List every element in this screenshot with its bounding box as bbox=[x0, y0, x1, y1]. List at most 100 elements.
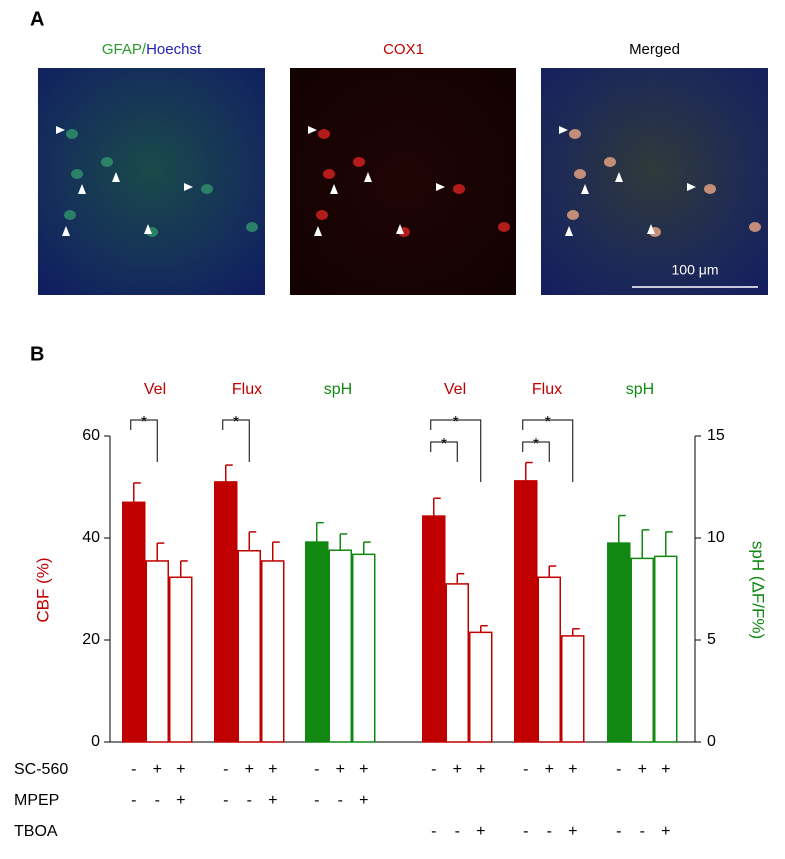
arrowhead bbox=[565, 226, 573, 236]
image-title: GFAP/Hoechst bbox=[102, 41, 202, 58]
condition-mark: - bbox=[547, 823, 552, 840]
cell bbox=[567, 210, 579, 220]
y-tick-label: 40 bbox=[82, 529, 100, 546]
condition-label: TBOA bbox=[14, 823, 58, 840]
panel-label: A bbox=[30, 8, 44, 30]
y2-tick-label: 5 bbox=[707, 631, 716, 648]
significance-label: * bbox=[441, 436, 447, 453]
bar bbox=[214, 481, 238, 743]
condition-mark: + bbox=[661, 761, 670, 778]
bar bbox=[169, 576, 193, 743]
significance-bracket bbox=[130, 419, 158, 462]
cell bbox=[353, 157, 365, 167]
arrowhead bbox=[647, 224, 655, 234]
condition-mark: - bbox=[131, 761, 136, 778]
arrowhead bbox=[184, 183, 193, 191]
cell bbox=[101, 157, 113, 167]
condition-mark: - bbox=[455, 823, 460, 840]
significance-label: * bbox=[233, 414, 239, 431]
significance-label: * bbox=[141, 414, 147, 431]
bar bbox=[422, 515, 446, 743]
micrograph bbox=[290, 68, 516, 295]
significance-bracket bbox=[522, 441, 550, 462]
condition-mark: - bbox=[431, 823, 436, 840]
condition-mark: - bbox=[247, 792, 252, 809]
condition-mark: + bbox=[638, 761, 647, 778]
bar bbox=[237, 550, 261, 743]
cell bbox=[246, 222, 258, 232]
condition-mark: + bbox=[176, 792, 185, 809]
bar bbox=[328, 549, 352, 743]
condition-mark: - bbox=[616, 823, 621, 840]
significance-label: * bbox=[545, 414, 551, 431]
y-tick-label: 20 bbox=[82, 631, 100, 648]
condition-mark: - bbox=[223, 792, 228, 809]
condition-mark: - bbox=[640, 823, 645, 840]
condition-mark: + bbox=[153, 761, 162, 778]
title-part: GFAP bbox=[102, 41, 142, 58]
title-part: Hoechst bbox=[146, 41, 202, 58]
condition-mark: + bbox=[661, 823, 670, 840]
image-title: Merged bbox=[629, 41, 680, 58]
cell bbox=[71, 169, 83, 179]
arrowhead bbox=[436, 183, 445, 191]
title-part: / bbox=[142, 41, 147, 58]
condition-mark: - bbox=[616, 761, 621, 778]
bar bbox=[630, 557, 654, 743]
bar bbox=[352, 553, 376, 743]
group-label: Vel bbox=[144, 381, 166, 398]
condition-mark: + bbox=[359, 761, 368, 778]
significance-bracket bbox=[430, 441, 458, 462]
cell bbox=[574, 169, 586, 179]
micrograph bbox=[541, 68, 768, 295]
significance-bracket bbox=[430, 419, 482, 482]
y-tick-label: 0 bbox=[91, 733, 100, 750]
cell bbox=[453, 184, 465, 194]
condition-mark: - bbox=[523, 761, 528, 778]
arrowhead bbox=[56, 126, 65, 134]
condition-mark: - bbox=[223, 761, 228, 778]
condition-mark: + bbox=[176, 761, 185, 778]
title-part: Merged bbox=[629, 41, 680, 58]
arrowhead bbox=[687, 183, 696, 191]
significance-bracket bbox=[222, 419, 250, 462]
image-row bbox=[38, 68, 768, 295]
micrograph bbox=[38, 68, 265, 295]
arrowhead bbox=[581, 184, 589, 194]
cell bbox=[749, 222, 761, 232]
condition-mark: - bbox=[131, 792, 136, 809]
group-label: spH bbox=[626, 381, 654, 398]
significance-label: * bbox=[453, 414, 459, 431]
condition-label: SC-560 bbox=[14, 761, 68, 778]
image-title: COX1 bbox=[383, 41, 424, 58]
arrowhead bbox=[112, 172, 120, 182]
arrowhead bbox=[615, 172, 623, 182]
group-label: Vel bbox=[444, 381, 466, 398]
arrowhead bbox=[330, 184, 338, 194]
condition-mark: + bbox=[359, 792, 368, 809]
condition-label: MPEP bbox=[14, 792, 59, 809]
significance-label: * bbox=[533, 436, 539, 453]
group-label: spH bbox=[324, 381, 352, 398]
arrowhead bbox=[396, 224, 404, 234]
arrowhead bbox=[364, 172, 372, 182]
condition-mark: - bbox=[338, 792, 343, 809]
arrowhead bbox=[308, 126, 317, 134]
condition-mark: - bbox=[314, 792, 319, 809]
condition-mark: - bbox=[314, 761, 319, 778]
cell bbox=[704, 184, 716, 194]
cell bbox=[318, 129, 330, 139]
y-axis-title: CBF (%) bbox=[33, 557, 52, 622]
cell bbox=[316, 210, 328, 220]
bar bbox=[607, 542, 631, 743]
condition-mark: + bbox=[476, 761, 485, 778]
condition-mark: - bbox=[431, 761, 436, 778]
condition-mark: + bbox=[268, 761, 277, 778]
y2-axis-title: spH (ΔF/F%) bbox=[749, 541, 768, 639]
bar bbox=[305, 541, 329, 743]
cell bbox=[201, 184, 213, 194]
y-tick-label: 60 bbox=[82, 427, 100, 444]
significance-bracket bbox=[522, 419, 574, 482]
cell bbox=[64, 210, 76, 220]
